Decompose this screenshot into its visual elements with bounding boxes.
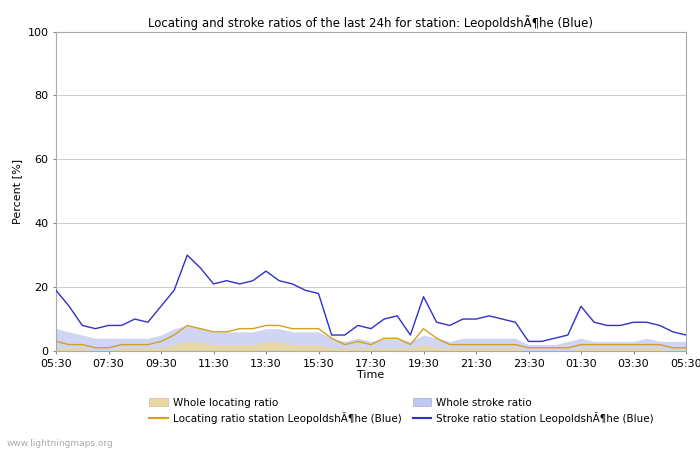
Legend: Whole locating ratio, Locating ratio station LeopoldshÃ¶he (Blue), Whole stroke : Whole locating ratio, Locating ratio sta… [149, 398, 654, 424]
Y-axis label: Percent [%]: Percent [%] [12, 159, 22, 224]
Text: www.lightningmaps.org: www.lightningmaps.org [7, 439, 113, 448]
X-axis label: Time: Time [358, 370, 384, 380]
Title: Locating and stroke ratios of the last 24h for station: LeopoldshÃ¶he (Blue): Locating and stroke ratios of the last 2… [148, 15, 594, 30]
